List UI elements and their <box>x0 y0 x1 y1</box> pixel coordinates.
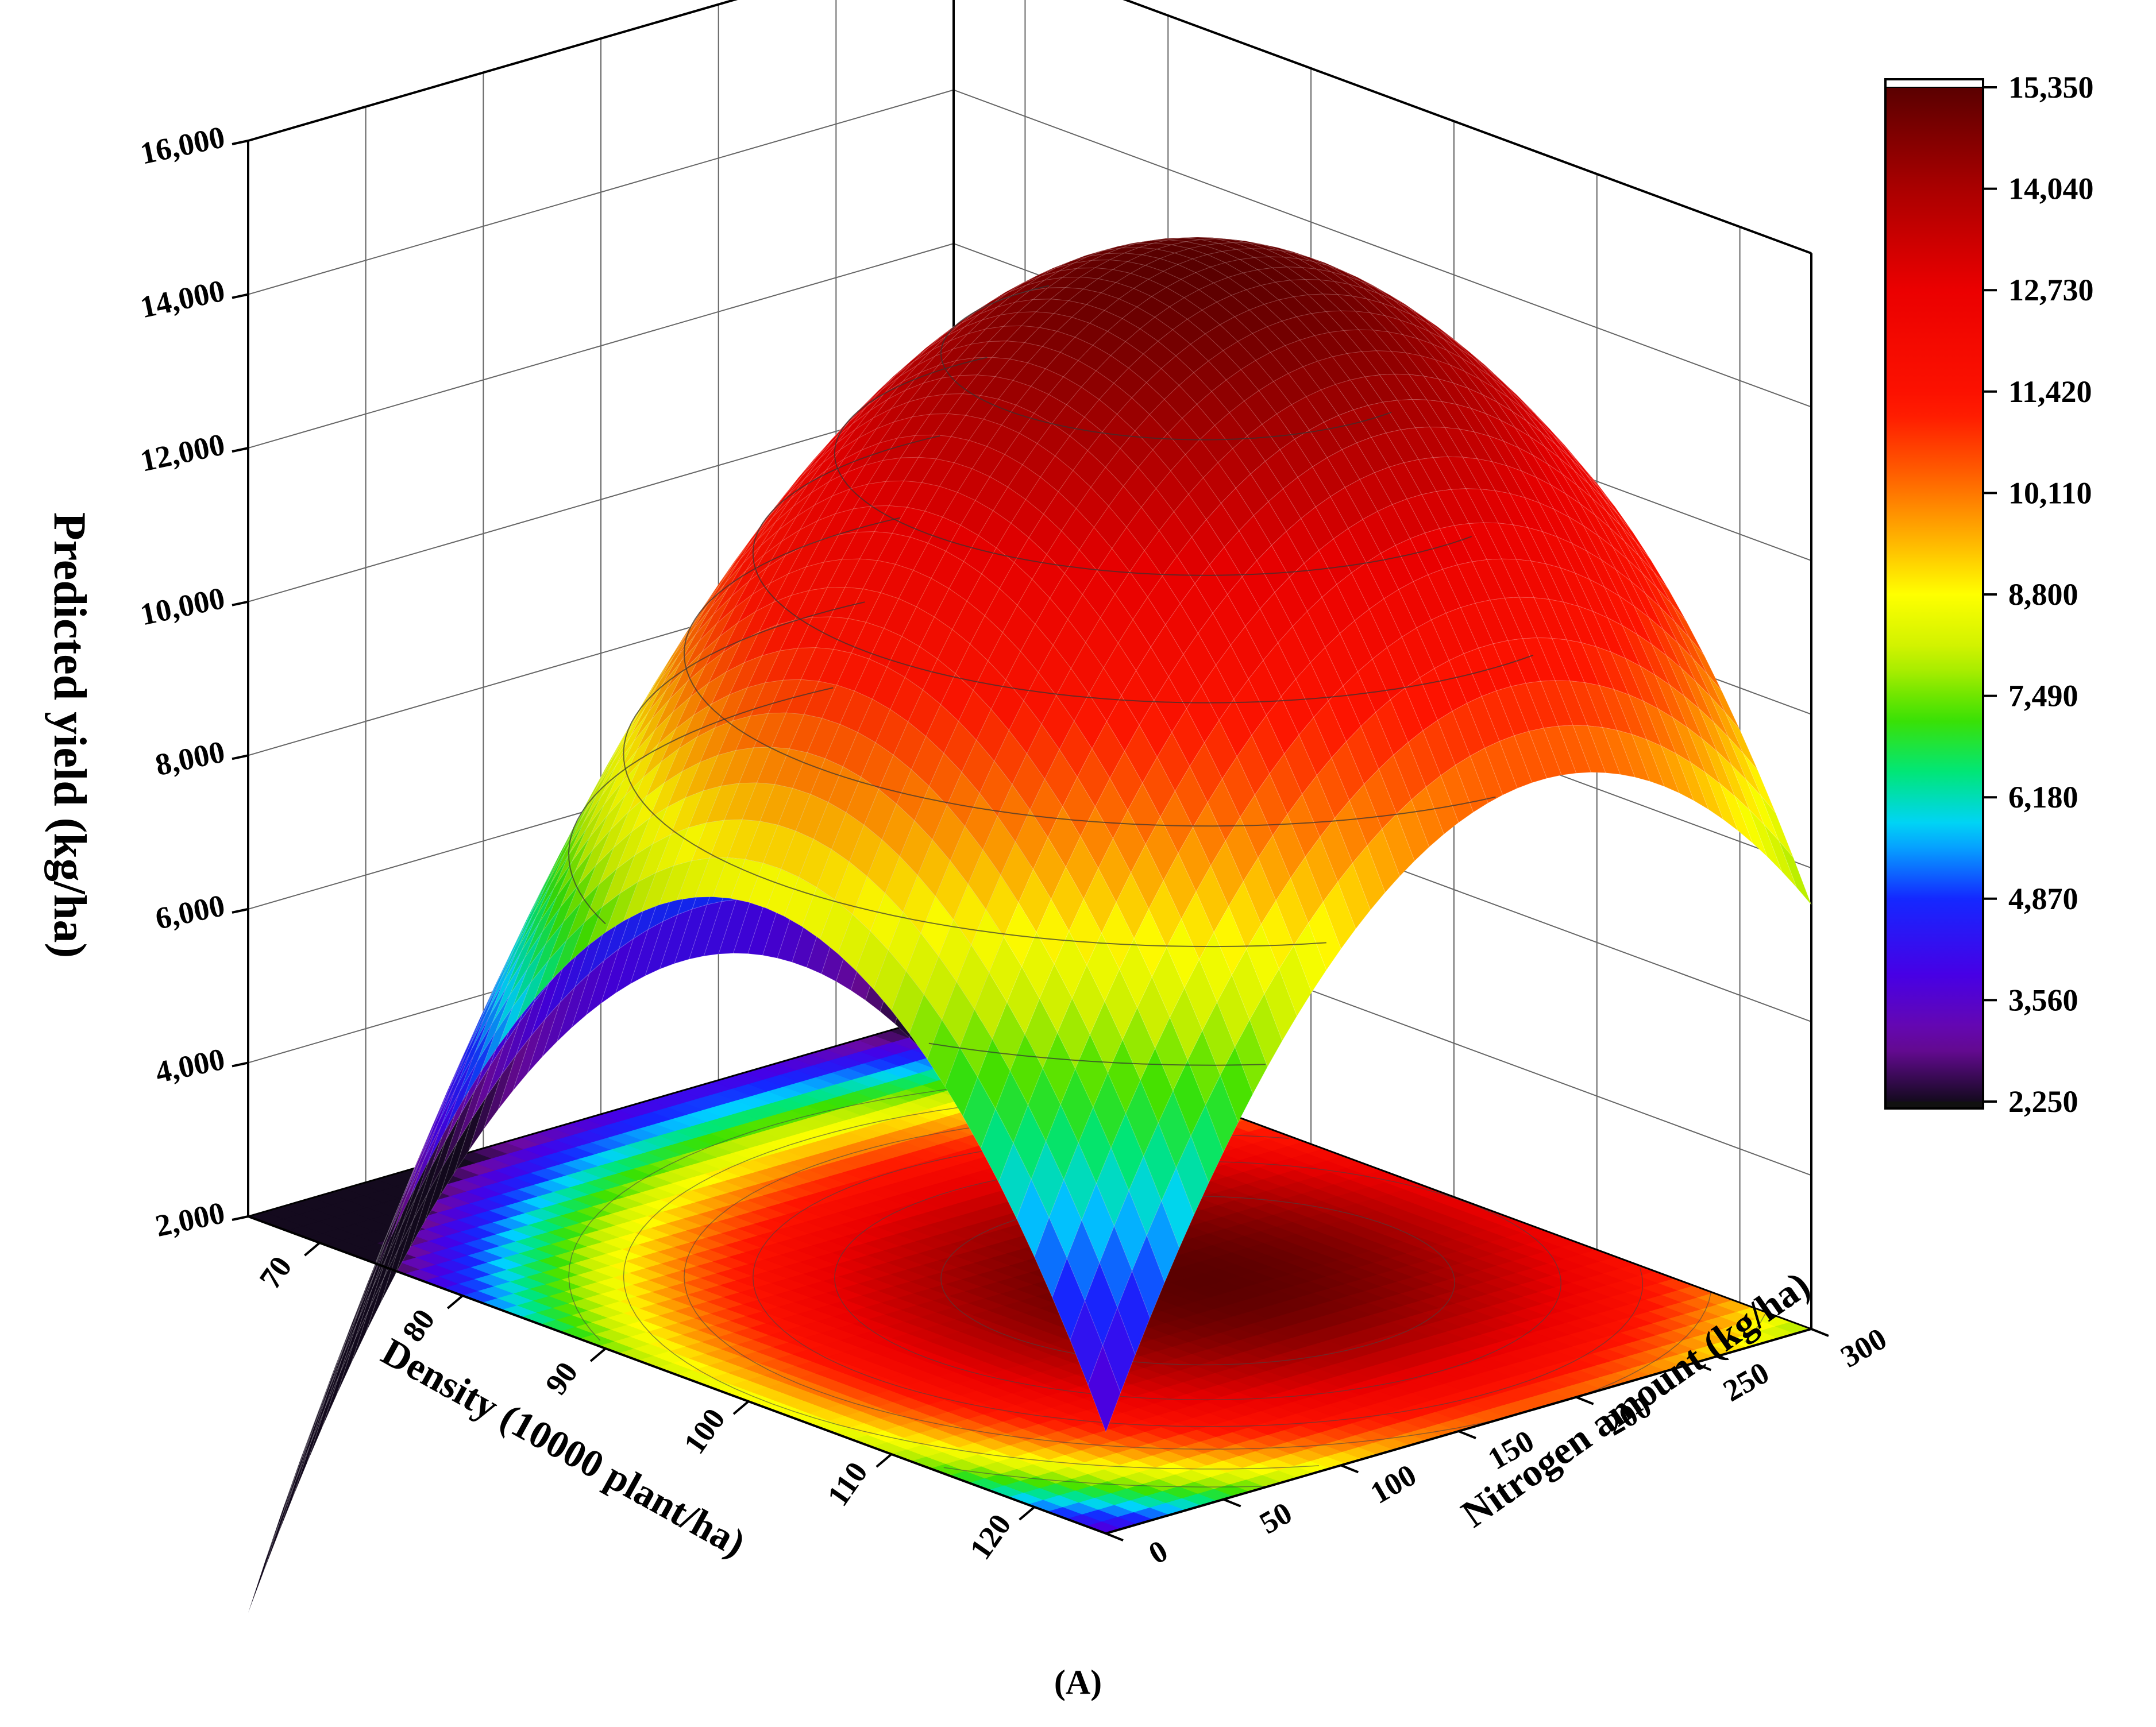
z-tick-label: 2,000 <box>152 1195 227 1243</box>
y-tick-label: 50 <box>1254 1496 1298 1541</box>
y-tick-label: 0 <box>1143 1533 1173 1571</box>
z-tick-label: 10,000 <box>137 581 228 632</box>
x-tick <box>446 1295 464 1309</box>
z-tick-label: 12,000 <box>137 427 228 478</box>
floor-contour <box>1580 1292 1711 1397</box>
x-tick <box>1019 1506 1035 1521</box>
colorbar-tick-label: 11,420 <box>2008 374 2092 409</box>
surface-cell <box>292 1408 325 1499</box>
z-tick <box>232 907 249 914</box>
surface-cell <box>310 1356 343 1444</box>
floor-contour <box>1496 1268 1644 1392</box>
z-gridline <box>248 0 1812 254</box>
floor-contour <box>943 1467 1266 1488</box>
y-tick <box>1105 1532 1124 1541</box>
y-tick-label: 100 <box>1364 1458 1422 1510</box>
x-tick <box>589 1347 607 1362</box>
x-tick-label: 70 <box>253 1250 299 1295</box>
x-tick-label: 100 <box>677 1402 732 1460</box>
z-tick-label: 8,000 <box>152 734 227 782</box>
x-tick-label: 110 <box>820 1456 874 1512</box>
panel-label: (A) <box>1054 1663 1102 1701</box>
colorbar-tick-label: 7,490 <box>2008 679 2078 713</box>
y-tick <box>1458 1430 1476 1439</box>
surface-cell <box>321 1340 355 1429</box>
y-tick <box>1222 1498 1241 1508</box>
y-tick <box>1575 1396 1594 1405</box>
z-axis-title: Predicted yield (kg/ha) <box>44 512 95 958</box>
z-tick <box>232 293 249 299</box>
colorbar-tick-label: 10,110 <box>2008 476 2092 510</box>
z-tick <box>232 600 249 606</box>
colorbar-tick-label: 4,870 <box>2008 882 2078 916</box>
z-tick <box>232 140 249 145</box>
floor-contour <box>1744 1313 1766 1343</box>
surface-cell <box>263 1481 296 1574</box>
z-tick <box>232 447 249 453</box>
colorbar-tick-label: 14,040 <box>2008 172 2094 206</box>
y-tick <box>1340 1464 1359 1474</box>
z-tick <box>232 1061 249 1068</box>
colorbar-over-swatch <box>1885 79 1984 88</box>
colorbar-tick-label: 12,730 <box>2008 273 2094 307</box>
surface-cell <box>324 1322 358 1409</box>
surface-cell <box>339 1288 373 1375</box>
x-tick <box>732 1400 750 1415</box>
surface-cell <box>277 1444 311 1536</box>
x-tick <box>304 1242 321 1257</box>
floor-contour <box>834 1161 1562 1400</box>
surface-cell <box>295 1392 329 1481</box>
colorbar-tick-label: 6,180 <box>2008 780 2078 814</box>
top-edge <box>248 0 1812 254</box>
floor-contour <box>623 1091 1320 1470</box>
floor-contour <box>684 1111 1502 1450</box>
colorbar-tick-label: 15,350 <box>2008 70 2094 105</box>
surface-cell <box>306 1374 340 1463</box>
z-tick-label: 6,000 <box>152 888 227 936</box>
response-surface <box>248 237 1812 1613</box>
z-tick <box>232 1215 249 1221</box>
colorbar-tick-label: 2,250 <box>2008 1084 2078 1119</box>
z-tick-label: 16,000 <box>137 119 228 171</box>
floor-contour <box>568 1075 1098 1341</box>
x-tick <box>875 1453 893 1468</box>
colorbar-tick-label: 8,800 <box>2008 577 2078 612</box>
x-tick-label: 120 <box>963 1508 1018 1566</box>
y-tick <box>1811 1328 1829 1337</box>
colorbar-tick-label: 3,560 <box>2008 983 2078 1017</box>
colorbar: 15,350 14,040 12,730 11,420 10,110 8,800 7,490… <box>1884 70 2094 1119</box>
x-tick-label: 90 <box>538 1355 584 1401</box>
z-tick-label: 14,000 <box>137 273 228 325</box>
y-tick-label: 300 <box>1835 1321 1892 1374</box>
y-tick-label: 250 <box>1717 1355 1775 1408</box>
z-tick-label: 4,000 <box>152 1041 227 1089</box>
colorbar-gradient <box>1885 87 1983 1102</box>
z-tick <box>232 754 249 760</box>
surface-cell <box>248 1519 281 1613</box>
